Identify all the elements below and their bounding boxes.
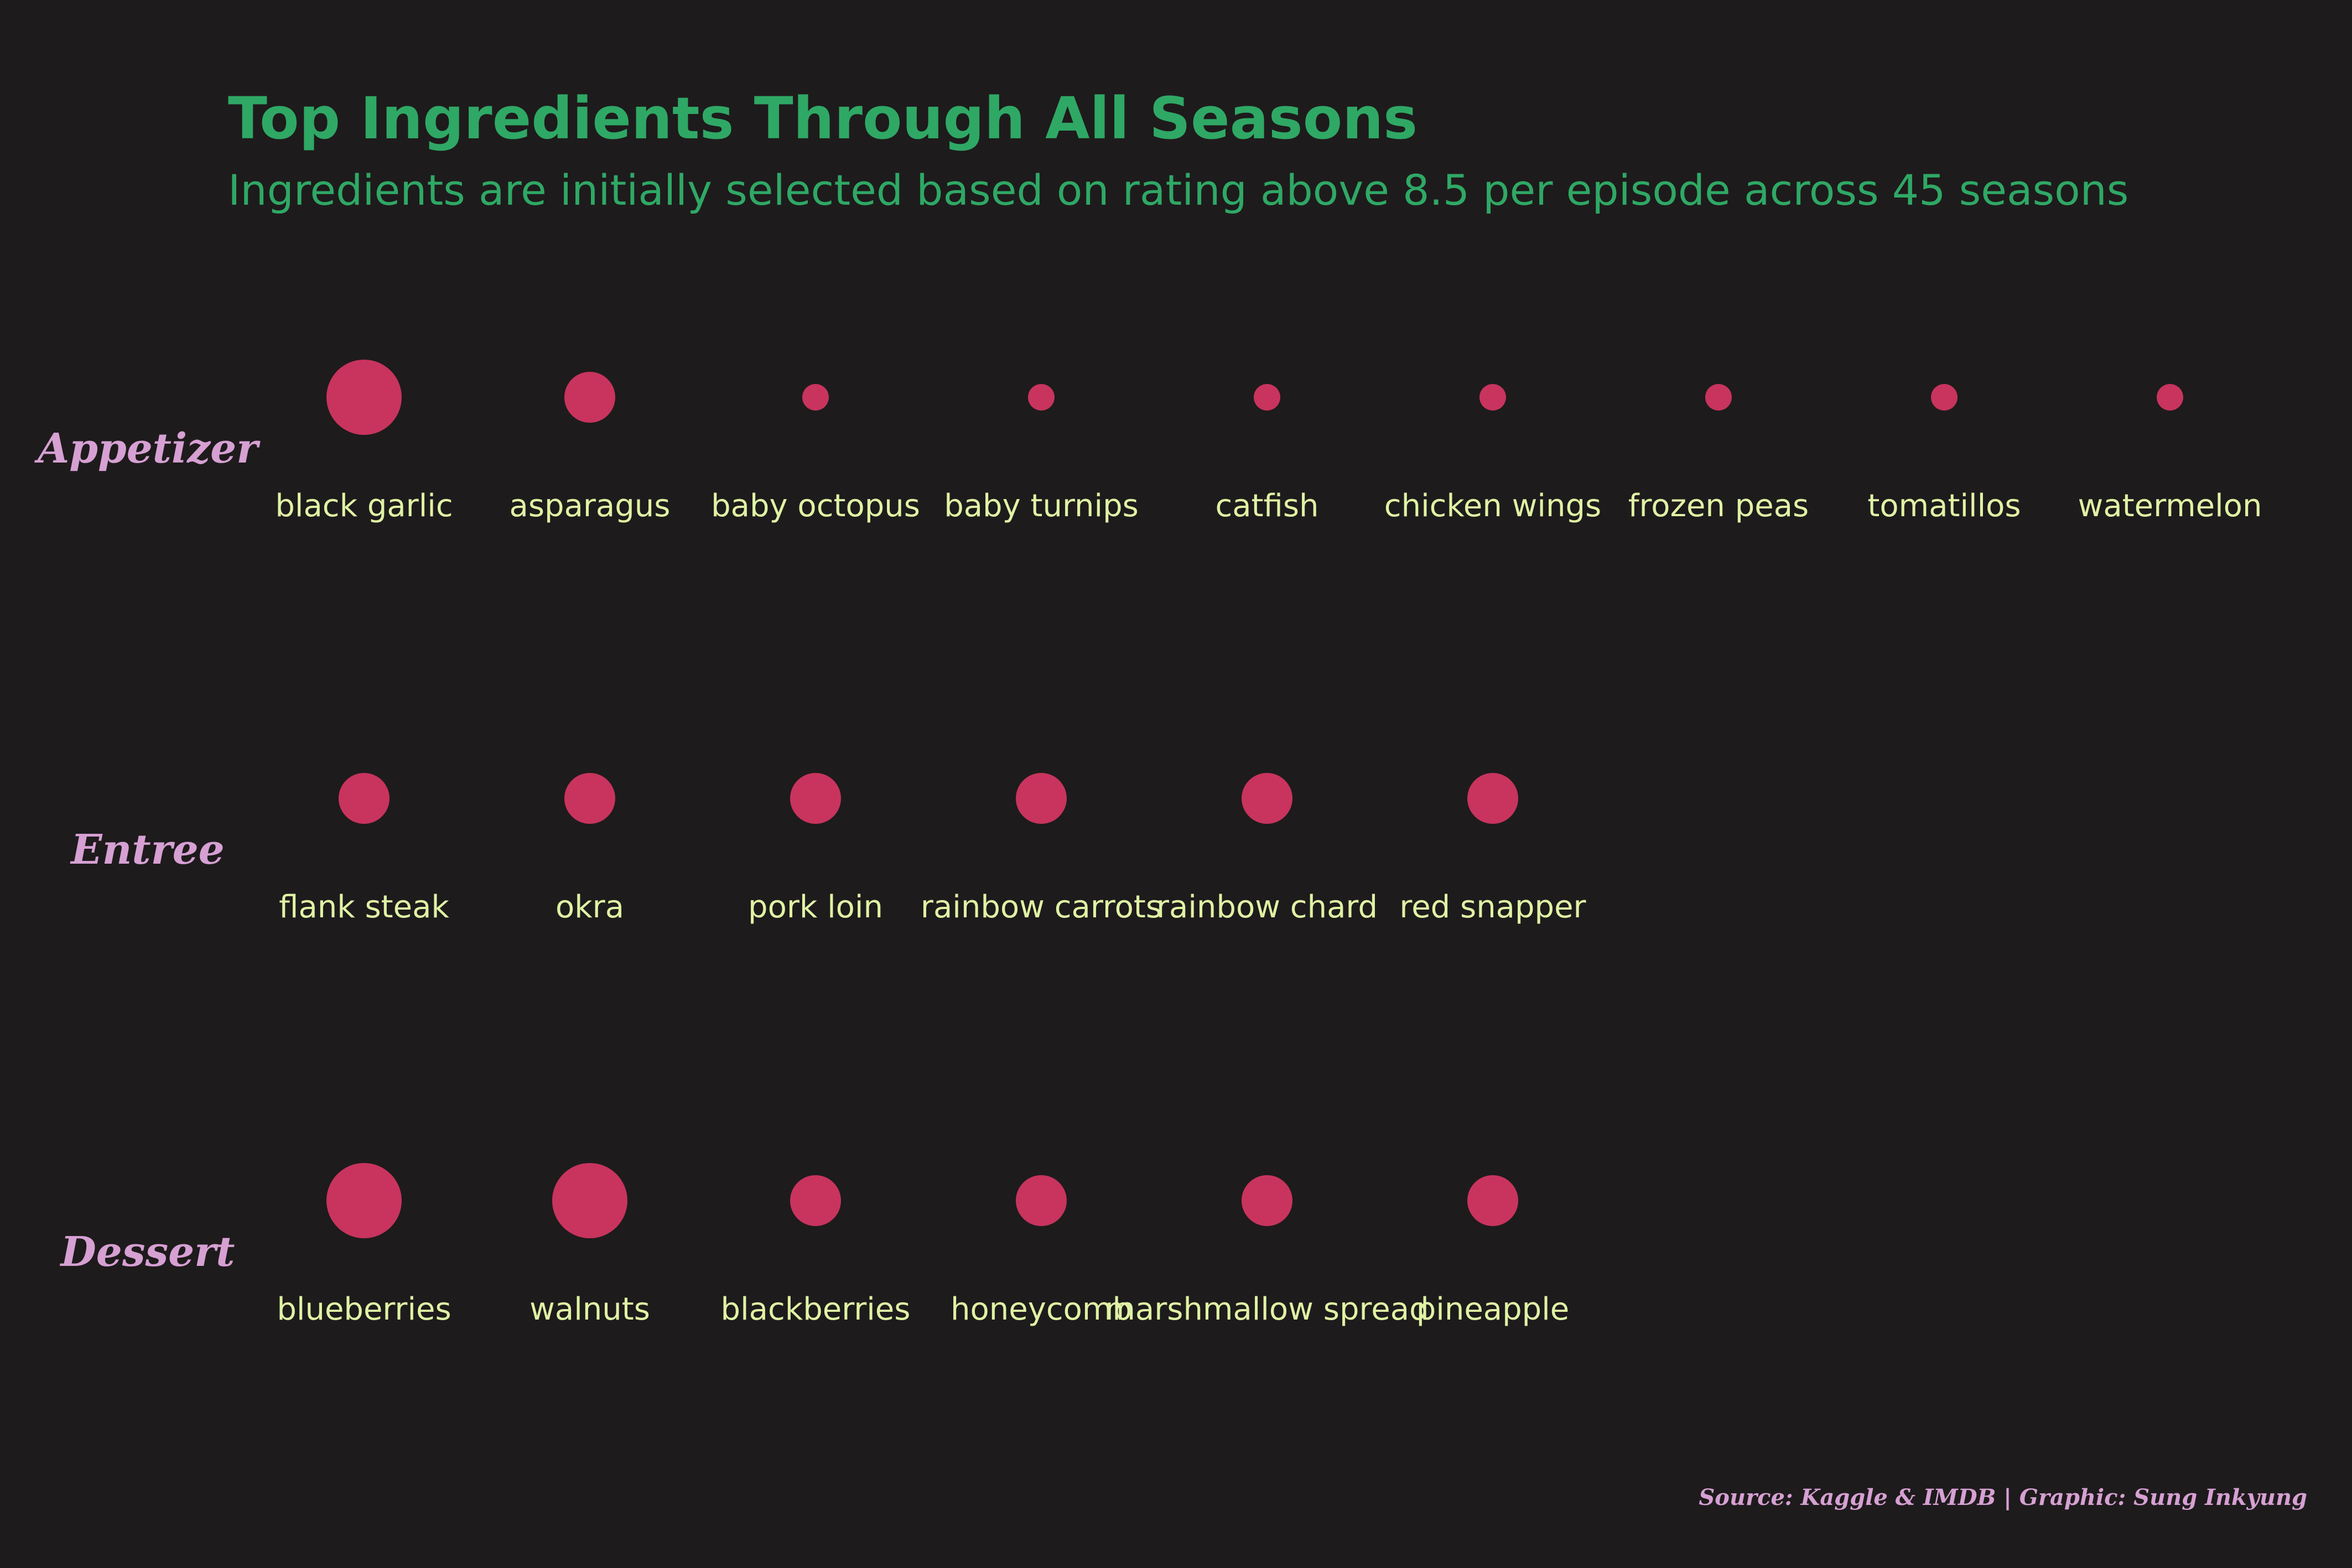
bubble-dessert-blackberries: [790, 1175, 841, 1226]
bubble-dessert-blueberries: [326, 1163, 402, 1238]
bubble-appetizer-tomatillos: [1931, 384, 1958, 411]
row-label-entree: Entree: [70, 826, 225, 874]
item-label-blackberries: blackberries: [721, 1291, 911, 1327]
item-label-baby-octopus: baby octopus: [711, 488, 920, 524]
item-label-catfish: catfish: [1215, 488, 1318, 524]
bubble-appetizer-chicken-wings: [1479, 384, 1506, 411]
bubble-appetizer-asparagus: [564, 372, 615, 423]
bubble-appetizer-frozen-peas: [1705, 384, 1732, 411]
item-label-walnuts: walnuts: [529, 1291, 650, 1327]
item-label-rainbow-carrots: rainbow carrots: [921, 889, 1162, 925]
bubble-dessert-pineapple: [1467, 1175, 1518, 1226]
bubble-entree-okra: [564, 773, 615, 824]
item-label-frozen-peas: frozen peas: [1628, 488, 1809, 524]
bubble-entree-flank-steak: [339, 773, 390, 824]
bubble-entree-pork-loin: [790, 773, 841, 824]
bubble-appetizer-watermelon: [2157, 384, 2183, 411]
row-label-appetizer: Appetizer: [34, 425, 261, 473]
item-label-red-snapper: red snapper: [1399, 889, 1586, 925]
item-label-pineapple: pineapple: [1416, 1291, 1569, 1327]
bubble-appetizer-baby-turnips: [1028, 384, 1055, 411]
item-label-marshmallow-spread: marshmallow spread: [1105, 1291, 1429, 1327]
item-label-chicken-wings: chicken wings: [1384, 488, 1601, 524]
bubble-appetizer-catfish: [1254, 384, 1280, 411]
item-label-rainbow-chard: rainbow chard: [1156, 889, 1378, 925]
item-label-flank-steak: flank steak: [279, 889, 449, 925]
bubble-appetizer-black-garlic: [326, 360, 402, 435]
bubble-dessert-marshmallow-spread: [1242, 1175, 1292, 1226]
item-label-honeycomb: honeycomb: [951, 1291, 1132, 1327]
chart-title: Top Ingredients Through All Seasons: [228, 85, 1418, 152]
item-label-asparagus: asparagus: [510, 488, 671, 524]
item-label-pork-loin: pork loin: [748, 889, 883, 925]
item-label-baby-turnips: baby turnips: [944, 488, 1139, 524]
bubble-entree-rainbow-carrots: [1016, 773, 1067, 824]
chart-rows: Appetizer black garlic asparagus baby octop…: [34, 360, 2262, 1327]
row-label-dessert: Dessert: [60, 1228, 235, 1276]
bubble-appetizer-baby-octopus: [802, 384, 829, 411]
bubble-dessert-walnuts: [552, 1163, 627, 1238]
item-label-tomatillos: tomatillos: [1867, 488, 2021, 524]
bubble-entree-rainbow-chard: [1242, 773, 1292, 824]
item-label-blueberries: blueberries: [277, 1291, 451, 1327]
bubble-dessert-honeycomb: [1016, 1175, 1067, 1226]
bubble-entree-red-snapper: [1467, 773, 1518, 824]
item-label-watermelon: watermelon: [2078, 488, 2262, 524]
item-label-black-garlic: black garlic: [275, 488, 453, 524]
chart-caption: Source: Kaggle & IMDB | Graphic: Sung In…: [1699, 1484, 2307, 1510]
chart-subtitle: Ingredients are initially selected based…: [228, 165, 2128, 215]
item-label-okra: okra: [555, 889, 624, 925]
